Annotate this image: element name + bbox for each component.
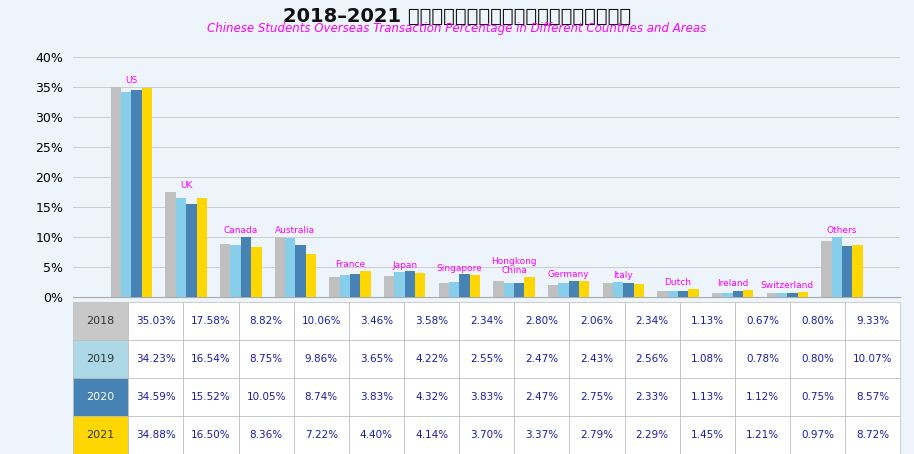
Bar [743, 290, 753, 297]
Bar [712, 293, 722, 297]
Bar [132, 90, 142, 297]
Bar [449, 282, 460, 297]
Bar [350, 274, 360, 297]
Bar [842, 246, 853, 297]
Bar [251, 247, 261, 297]
Bar [175, 198, 186, 297]
Bar [121, 92, 132, 297]
Bar [439, 283, 449, 297]
Bar [197, 198, 207, 297]
Bar [285, 238, 295, 297]
Text: France: France [335, 260, 366, 269]
Bar [832, 237, 842, 297]
Bar [733, 291, 743, 297]
Text: Others: Others [827, 226, 857, 235]
Bar [667, 291, 678, 297]
Text: Japan: Japan [392, 261, 418, 270]
Text: 2018–2021 不同国家和地区中国留学生境外交易额占比: 2018–2021 不同国家和地区中国留学生境外交易额占比 [283, 7, 631, 26]
Bar [613, 282, 623, 297]
Bar [405, 271, 415, 297]
Bar [657, 291, 667, 297]
Bar [777, 292, 787, 297]
Bar [688, 289, 698, 297]
Text: Hongkong
China: Hongkong China [491, 257, 537, 276]
Text: Ireland: Ireland [717, 279, 749, 288]
Text: Switzerland: Switzerland [760, 281, 813, 290]
Bar [240, 237, 251, 297]
Bar [306, 254, 316, 297]
Bar [111, 87, 121, 297]
Bar [504, 282, 514, 297]
Bar [329, 276, 340, 297]
Text: Singapore: Singapore [437, 264, 483, 272]
Bar [340, 276, 350, 297]
Bar [470, 275, 480, 297]
Bar [633, 284, 644, 297]
Bar [602, 283, 613, 297]
Text: UK: UK [180, 181, 192, 190]
Bar [360, 271, 371, 297]
Bar [165, 192, 175, 297]
Bar [230, 245, 240, 297]
Bar [767, 292, 777, 297]
Bar [569, 281, 579, 297]
Text: Dutch: Dutch [664, 278, 692, 287]
Text: Italy: Italy [613, 271, 633, 280]
Bar [798, 291, 808, 297]
Bar [678, 291, 688, 297]
Bar [275, 237, 285, 297]
Bar [821, 242, 832, 297]
Bar [394, 272, 405, 297]
Bar [142, 88, 153, 297]
Bar [295, 245, 306, 297]
Text: Australia: Australia [275, 226, 315, 235]
Bar [186, 204, 197, 297]
Bar [722, 293, 733, 297]
Bar [460, 274, 470, 297]
Bar [623, 283, 633, 297]
Bar [220, 244, 230, 297]
Text: Chinese Students Overseas Transaction Percentage in Different Countries and Area: Chinese Students Overseas Transaction Pe… [207, 22, 707, 35]
Bar [558, 283, 569, 297]
Bar [579, 281, 590, 297]
Text: Canada: Canada [224, 226, 258, 235]
Bar [494, 281, 504, 297]
Text: US: US [125, 76, 138, 85]
Bar [525, 277, 535, 297]
Bar [415, 272, 426, 297]
Bar [853, 245, 863, 297]
Bar [514, 282, 525, 297]
Bar [787, 293, 798, 297]
Bar [547, 285, 558, 297]
Text: Germany: Germany [547, 270, 590, 279]
Bar [384, 276, 394, 297]
